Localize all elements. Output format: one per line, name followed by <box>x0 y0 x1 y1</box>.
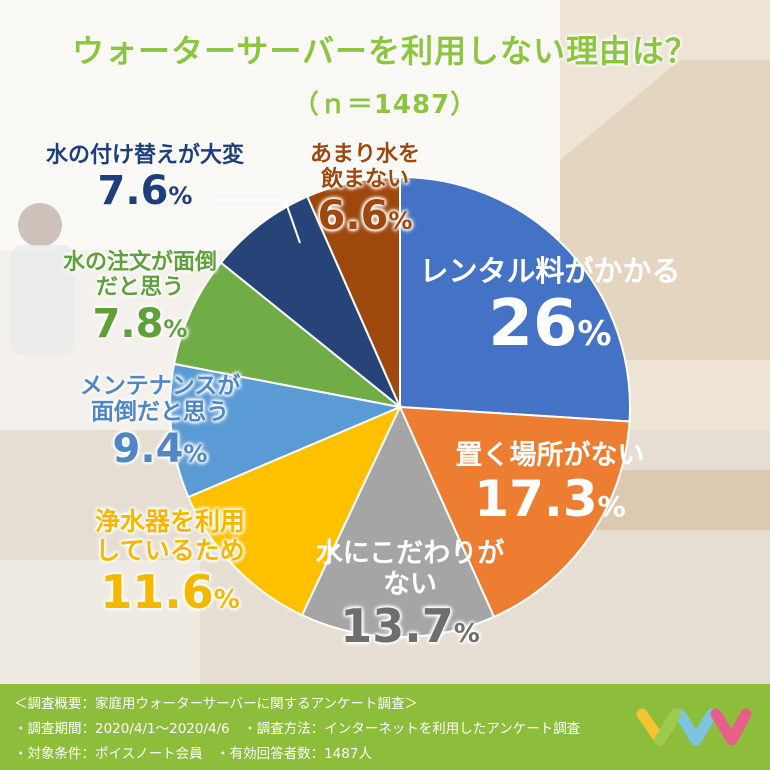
slice-value-rental: 26% <box>488 287 612 362</box>
pie-slice-replacing <box>219 195 401 408</box>
slice-label-maintenance-name: メンテナンスが 面倒だと思う <box>79 373 241 426</box>
slice-label-ordering: 水の注文が面倒 だと思う 7.8% <box>30 250 250 347</box>
slice-label-ordering-name: 水の注文が面倒 だと思う <box>62 250 217 301</box>
slice-value-space: 17.3% <box>474 470 626 529</box>
survey-footer: ＜調査概要：家庭用ウォーターサーバーに関するアンケート調査＞ ・調査期間：202… <box>0 684 770 770</box>
slice-label-rental-name: レンタル料がかかる <box>419 254 681 288</box>
slice-label-maintenance: メンテナンスが 面倒だと思う 9.4% <box>50 373 270 472</box>
brand-logo <box>636 708 752 746</box>
slice-value-replacing: 7.6% <box>97 168 193 215</box>
slice-value-drinking: 6.6% <box>317 192 413 239</box>
leader-line-replacing <box>215 199 301 244</box>
slice-label-water-name: 水にこだわりが ない <box>315 538 505 601</box>
slice-label-purifier-name: 浄水器を利用 しているため <box>94 507 245 565</box>
chart-title: ウォーターサーバーを利用しない理由は？ <box>71 32 699 70</box>
slice-label-drinking-name: あまり水を 飲まない <box>309 142 420 193</box>
slice-value-maintenance: 9.4% <box>112 425 208 472</box>
footer-survey-overview: ＜調査概要：家庭用ウォーターサーバーに関するアンケート調査＞ <box>14 696 419 712</box>
pie-slice-water <box>300 404 496 638</box>
pie-slice-space <box>398 405 631 619</box>
slice-label-replacing: 水の付け替えが大変 7.6% <box>25 143 265 214</box>
slice-label-purifier: 浄水器を利用 しているため 11.6% <box>60 507 280 619</box>
chart-subtitle: （ｎ＝1487） <box>292 90 478 120</box>
slice-label-replacing-name: 水の付け替えが大変 <box>45 143 244 168</box>
slice-value-ordering: 7.8% <box>92 300 188 347</box>
footer-survey-target: ・対象条件：ポイスノート会員 ・有効回答者数：1487人 <box>14 746 372 762</box>
pie-slice-rental <box>399 175 631 423</box>
pie-slice-ordering <box>172 261 401 408</box>
slice-value-purifier: 11.6% <box>100 564 240 619</box>
slice-label-drinking: あまり水を 飲まない 6.6% <box>285 142 445 239</box>
pie-slice-maintenance <box>169 362 404 499</box>
slice-value-water: 13.7% <box>340 599 480 654</box>
slice-label-rental: レンタル料がかかる 26% <box>400 254 700 362</box>
pie-slice-purifier <box>187 405 403 617</box>
pie-slice-drinking <box>306 175 401 408</box>
slice-label-space-name: 置く場所がない <box>455 440 645 471</box>
slice-label-space: 置く場所がない 17.3% <box>420 440 680 529</box>
slice-label-water: 水にこだわりが ない 13.7% <box>290 538 530 653</box>
footer-survey-period: ・調査期間：2020/4/1〜2020/4/6 ・調査方法：インターネットを利用… <box>14 721 581 737</box>
